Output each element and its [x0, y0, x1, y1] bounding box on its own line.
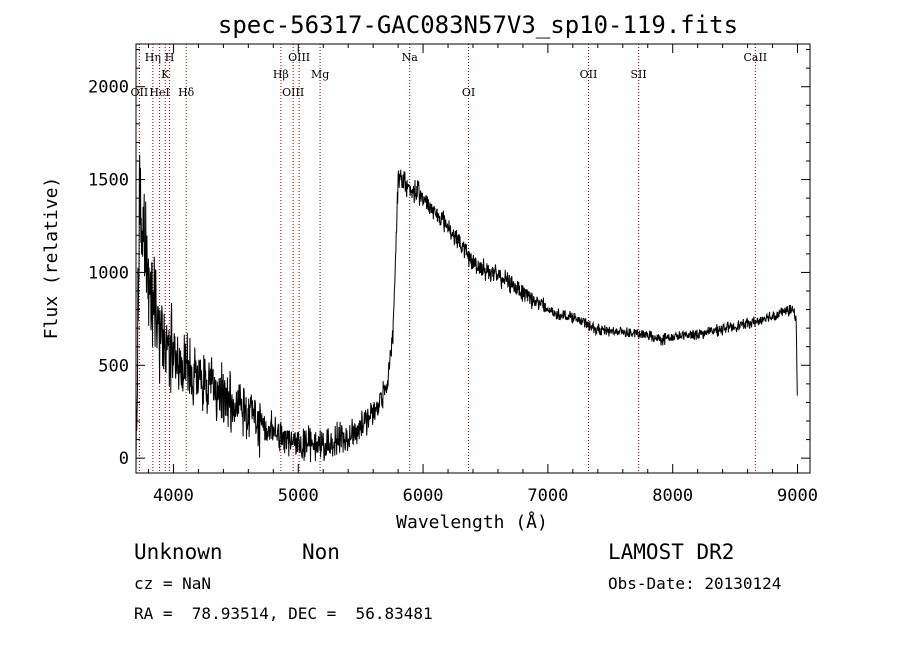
x-tick-label: 5000: [278, 486, 319, 506]
x-tick-label: 4000: [153, 486, 194, 506]
y-tick-label: 1000: [88, 263, 129, 283]
object-subclass: Non: [302, 540, 340, 564]
spectral-line-label: OIII: [288, 51, 310, 64]
spectral-line-label: CaII: [743, 51, 767, 64]
x-tick-label: 7000: [527, 486, 568, 506]
spectral-line-label: Na: [402, 51, 419, 64]
y-tick-label: 0: [119, 449, 129, 469]
survey-name: LAMOST DR2: [608, 540, 734, 564]
x-tick-label: 9000: [777, 486, 818, 506]
x-axis-ticks: 4000 5000 6000 7000 8000 9000: [147, 44, 818, 506]
x-axis-label: Wavelength (Å): [396, 511, 548, 533]
y-tick-label: 2000: [88, 78, 129, 98]
y-axis-label: Flux (relative): [41, 177, 62, 340]
spectral-line-label: Hη: [145, 51, 161, 64]
spectral-line-label: OII: [131, 86, 149, 99]
spectral-line-markers: [138, 44, 756, 473]
redshift-info: cz = NaN: [134, 574, 211, 593]
chart-title: spec-56317-GAC083N57V3_sp10-119.fits: [218, 11, 738, 39]
spectral-line-label: Hδ: [178, 86, 195, 99]
spectral-line-label: K: [161, 68, 170, 81]
spectral-line-label: HeI: [149, 86, 169, 99]
spectral-line-label: Mg: [311, 68, 329, 81]
spectral-line-label: Hβ: [273, 68, 289, 81]
spectral-line-label: OI: [462, 86, 475, 99]
coordinates-info: RA = 78.93514, DEC = 56.83481: [134, 604, 433, 623]
spectral-line-label: OIII: [282, 86, 304, 99]
y-axis-ticks: 0 500 1000 1500 2000: [88, 49, 810, 469]
spectrum-series-line: [135, 154, 798, 473]
x-tick-label: 8000: [652, 486, 693, 506]
object-class: Unknown: [134, 540, 223, 564]
x-tick-label: 6000: [403, 486, 444, 506]
observation-date: Obs-Date: 20130124: [608, 574, 781, 593]
y-tick-label: 500: [98, 356, 129, 376]
y-tick-label: 1500: [88, 171, 129, 191]
spectral-line-label: H: [165, 51, 175, 64]
spectral-line-label: SII: [631, 68, 647, 81]
spectral-line-label: OII: [580, 68, 598, 81]
